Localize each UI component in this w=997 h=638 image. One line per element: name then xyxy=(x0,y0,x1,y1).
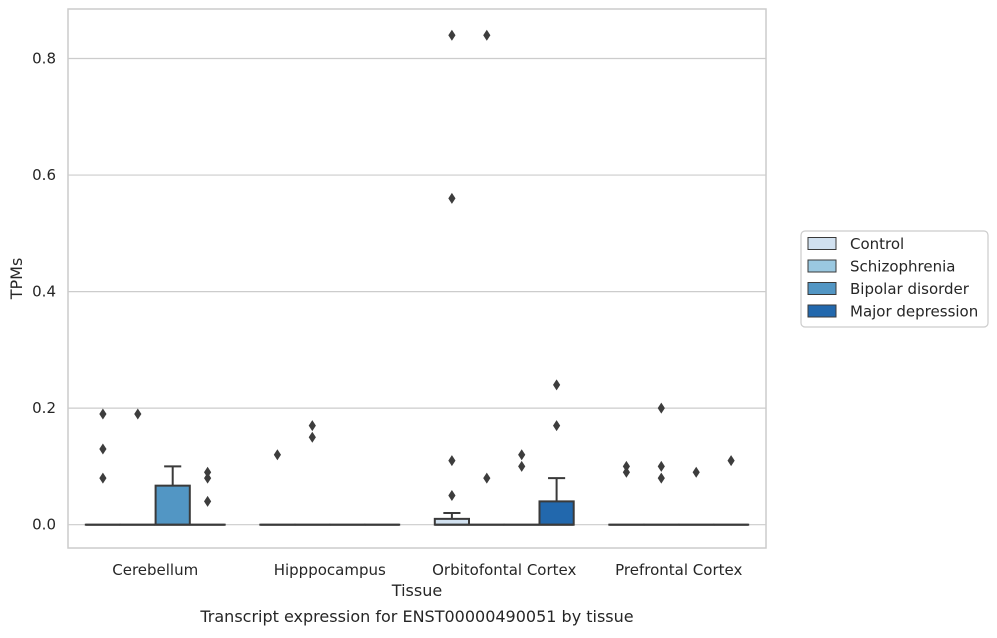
outlier-point xyxy=(448,30,455,41)
outlier-point xyxy=(658,461,665,472)
x-tick-labels: Cerebellum Hipppocampus Orbitofontal Corte… xyxy=(112,561,742,579)
legend-swatch xyxy=(808,305,836,317)
y-axis-label: TPMs xyxy=(7,258,26,301)
legend-label: Major depression xyxy=(850,303,978,321)
outlier-point xyxy=(448,193,455,204)
outlier-point xyxy=(309,432,316,443)
outlier-point xyxy=(623,461,630,472)
y-tick-label: 0.6 xyxy=(32,166,56,184)
outlier-point xyxy=(658,473,665,484)
chart-title: Transcript expression for ENST0000049005… xyxy=(199,607,633,626)
y-tick-label: 0.0 xyxy=(32,516,56,534)
outlier-point xyxy=(483,473,490,484)
box-bipolar-disorder xyxy=(156,466,190,524)
outliers xyxy=(99,30,734,507)
legend-label: Control xyxy=(850,235,904,253)
legend-swatch xyxy=(808,260,836,272)
outlier-point xyxy=(553,420,560,431)
outlier-point xyxy=(448,490,455,501)
y-tick-label: 0.4 xyxy=(32,283,56,301)
outlier-point xyxy=(99,473,106,484)
x-tick-label: Orbitofontal Cortex xyxy=(432,561,576,579)
legend: Control Schizophrenia Bipolar disorder Majo… xyxy=(801,231,988,327)
outlier-point xyxy=(658,403,665,414)
outlier-point xyxy=(483,30,490,41)
legend-label: Schizophrenia xyxy=(850,258,955,276)
outlier-point xyxy=(99,408,106,419)
outlier-point xyxy=(553,379,560,390)
outlier-point xyxy=(274,449,281,460)
box-control xyxy=(435,513,469,525)
outlier-point xyxy=(518,449,525,460)
legend-swatch xyxy=(808,283,836,295)
outlier-point xyxy=(99,443,106,454)
legend-swatch xyxy=(808,238,836,250)
x-tick-label: Hipppocampus xyxy=(274,561,386,579)
outlier-point xyxy=(309,420,316,431)
x-axis-label: Tissue xyxy=(391,581,442,600)
x-tick-label: Cerebellum xyxy=(112,561,198,579)
box-major-depression xyxy=(539,478,573,525)
outlier-point xyxy=(693,467,700,478)
outlier-point xyxy=(448,455,455,466)
y-tick-label: 0.8 xyxy=(32,50,56,68)
gridlines xyxy=(68,59,766,525)
x-tick-label: Prefrontal Cortex xyxy=(615,561,742,579)
legend-label: Bipolar disorder xyxy=(850,280,970,298)
outlier-point xyxy=(204,467,211,478)
outlier-point xyxy=(204,496,211,507)
boxes xyxy=(86,466,748,524)
y-tick-label: 0.2 xyxy=(32,399,56,417)
outlier-point xyxy=(134,408,141,419)
outlier-point xyxy=(728,455,735,466)
outlier-point xyxy=(518,461,525,472)
y-tick-labels: 0.0 0.2 0.4 0.6 0.8 xyxy=(32,50,56,534)
